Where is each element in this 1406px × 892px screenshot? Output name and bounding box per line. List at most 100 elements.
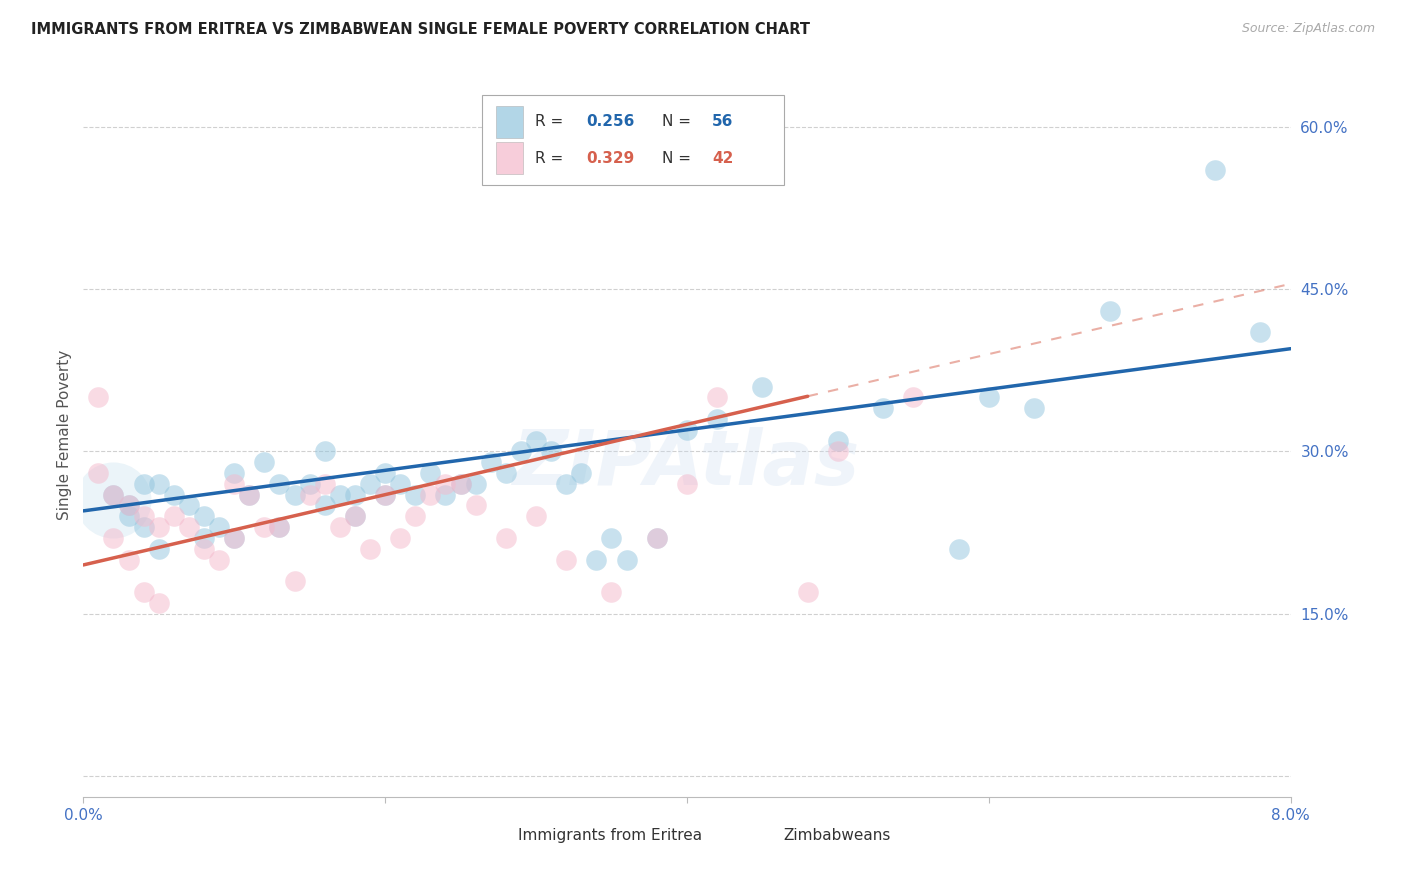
Point [132, 476, 155, 491]
Point [524, 434, 547, 448]
Point [1022, 401, 1045, 416]
Point [224, 531, 246, 545]
Text: IMMIGRANTS FROM ERITREA VS ZIMBABWEAN SINGLE FEMALE POVERTY CORRELATION CHART: IMMIGRANTS FROM ERITREA VS ZIMBABWEAN SI… [31, 22, 810, 37]
Point [359, 476, 381, 491]
Text: 56: 56 [713, 114, 734, 129]
Point [298, 476, 321, 491]
Point [389, 476, 412, 491]
Point [419, 466, 441, 480]
Point [555, 552, 578, 566]
Text: ZIPAtlas: ZIPAtlas [513, 427, 860, 501]
FancyBboxPatch shape [496, 105, 523, 138]
Point [343, 509, 366, 524]
Point [103, 488, 125, 502]
Point [224, 466, 246, 480]
Point [238, 488, 260, 502]
Point [193, 531, 215, 545]
Point [450, 476, 472, 491]
Point [103, 488, 125, 502]
Point [585, 552, 607, 566]
Point [224, 531, 246, 545]
Text: Zimbabweans: Zimbabweans [783, 829, 891, 843]
Point [434, 476, 457, 491]
Point [177, 499, 200, 513]
Point [284, 574, 307, 589]
Point [208, 552, 231, 566]
Point [450, 476, 472, 491]
Point [224, 476, 246, 491]
Text: 0.329: 0.329 [586, 151, 636, 166]
Point [87, 390, 110, 404]
Point [1098, 303, 1121, 318]
Point [464, 499, 486, 513]
Point [163, 509, 186, 524]
Point [208, 520, 231, 534]
FancyBboxPatch shape [482, 822, 508, 848]
Point [148, 596, 170, 610]
Point [464, 476, 486, 491]
Point [132, 585, 155, 599]
Point [87, 466, 110, 480]
Point [269, 520, 291, 534]
Point [495, 466, 517, 480]
Point [555, 476, 578, 491]
Point [117, 552, 139, 566]
Text: R =: R = [534, 114, 568, 129]
Point [314, 444, 336, 458]
Point [374, 488, 396, 502]
Point [404, 509, 426, 524]
Point [404, 488, 426, 502]
Text: Source: ZipAtlas.com: Source: ZipAtlas.com [1241, 22, 1375, 36]
Point [117, 499, 139, 513]
FancyBboxPatch shape [482, 95, 783, 186]
Point [510, 444, 533, 458]
FancyBboxPatch shape [748, 822, 773, 848]
Point [434, 488, 457, 502]
Point [645, 531, 668, 545]
Point [314, 476, 336, 491]
Point [253, 520, 276, 534]
Point [977, 390, 1000, 404]
Text: 0.256: 0.256 [586, 114, 636, 129]
Point [343, 509, 366, 524]
Point [676, 476, 699, 491]
Text: N =: N = [662, 114, 696, 129]
Text: Immigrants from Eritrea: Immigrants from Eritrea [517, 829, 702, 843]
Point [1249, 326, 1271, 340]
Point [676, 423, 699, 437]
Point [796, 585, 818, 599]
Point [1204, 163, 1226, 178]
Point [343, 488, 366, 502]
Point [495, 531, 517, 545]
Text: R =: R = [534, 151, 568, 166]
Point [103, 493, 125, 508]
Point [827, 444, 849, 458]
Point [177, 520, 200, 534]
Point [389, 531, 412, 545]
Point [419, 488, 441, 502]
Point [329, 488, 352, 502]
Point [253, 455, 276, 469]
Point [329, 520, 352, 534]
Point [269, 520, 291, 534]
Point [132, 520, 155, 534]
Point [872, 401, 894, 416]
Text: N =: N = [662, 151, 696, 166]
Y-axis label: Single Female Poverty: Single Female Poverty [58, 350, 72, 520]
Point [374, 488, 396, 502]
Point [103, 531, 125, 545]
Point [132, 509, 155, 524]
Text: 42: 42 [713, 151, 734, 166]
Point [374, 466, 396, 480]
Point [479, 455, 502, 469]
Point [903, 390, 925, 404]
Point [163, 488, 186, 502]
Point [193, 509, 215, 524]
Point [616, 552, 638, 566]
Point [827, 434, 849, 448]
Point [706, 412, 728, 426]
Point [524, 509, 547, 524]
Point [298, 488, 321, 502]
Point [269, 476, 291, 491]
Point [238, 488, 260, 502]
